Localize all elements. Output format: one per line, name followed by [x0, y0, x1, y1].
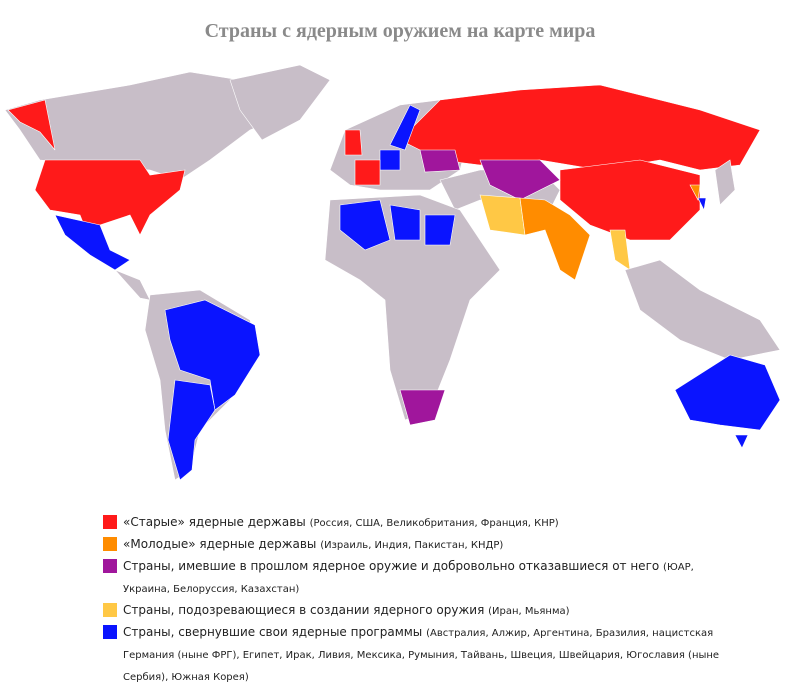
legend-swatch: [103, 559, 117, 573]
country-shape: [7, 99, 56, 151]
legend-label: Страны, свернувшие свои ядерные программ…: [123, 625, 423, 639]
country-shape: [389, 204, 421, 241]
country-shape: [714, 159, 736, 206]
country-shape: [114, 269, 151, 301]
country-shape: [519, 197, 591, 281]
country-shape: [354, 159, 381, 186]
legend-swatch: [103, 537, 117, 551]
country-shape: [379, 149, 401, 171]
legend-note: (Иран, Мьянма): [488, 606, 570, 617]
country-shape: [424, 214, 456, 246]
legend-note: (Израиль, Индия, Пакистан, КНДР): [320, 540, 504, 551]
country-shape: [689, 184, 701, 201]
country-shape: [339, 199, 391, 251]
legend-swatch: [103, 625, 117, 639]
legend-label: Страны, имевшие в прошлом ядерное оружие…: [123, 559, 660, 573]
legend-note: (ЮАР, Украина, Белоруссия, Казахстан): [123, 562, 694, 595]
country-shape: [479, 159, 561, 201]
map-title: Страны с ядерным оружием на карте мира: [204, 20, 596, 42]
legend-label: «Молодые» ядерные державы: [123, 537, 317, 551]
country-shape: [624, 259, 781, 361]
country-shape: [164, 299, 261, 411]
country-shape: [419, 149, 461, 173]
country-shape: [734, 434, 749, 449]
country-shape: [54, 214, 131, 271]
legend-item: Страны, подозревающиеся в создании ядерн…: [103, 600, 723, 622]
country-shape: [389, 104, 421, 151]
legend-label: Страны, подозревающиеся в создании ядерн…: [123, 603, 485, 617]
legend-note: (Австралия, Алжир, Аргентина, Бразилия, …: [123, 628, 720, 683]
country-shape: [34, 159, 186, 241]
legend-item: «Молодые» ядерные державы (Израиль, Инди…: [103, 534, 723, 556]
country-shape: [479, 194, 526, 236]
legend-swatch: [103, 515, 117, 529]
legend-label: «Старые» ядерные державы: [123, 515, 306, 529]
legend-item: Страны, свернувшие свои ядерные программ…: [103, 622, 723, 688]
legend-swatch: [103, 603, 117, 617]
legend-item: Страны, имевшие в прошлом ядерное оружие…: [103, 556, 723, 600]
legend-note: (Россия, США, Великобритания, Франция, К…: [309, 518, 559, 529]
country-shape: [674, 354, 781, 431]
country-shape: [399, 389, 446, 426]
country-shape: [697, 197, 707, 211]
world-map: [4, 64, 781, 481]
country-shape: [559, 159, 701, 241]
legend-item: «Старые» ядерные державы (Россия, США, В…: [103, 512, 723, 534]
legend: «Старые» ядерные державы (Россия, США, В…: [103, 512, 723, 688]
country-shape: [167, 379, 216, 481]
country-shape: [229, 64, 331, 141]
country-shape: [344, 129, 363, 156]
